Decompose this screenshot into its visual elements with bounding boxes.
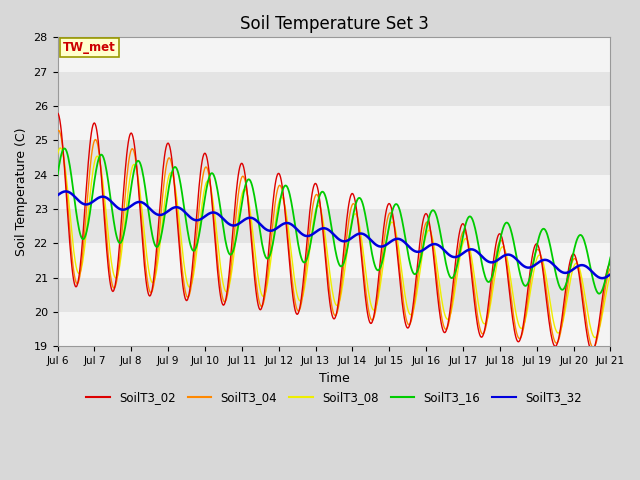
Bar [58,243,611,278]
Bar [58,140,611,175]
Bar [58,312,611,347]
Bar [58,175,611,209]
Legend: SoilT3_02, SoilT3_04, SoilT3_08, SoilT3_16, SoilT3_32: SoilT3_02, SoilT3_04, SoilT3_08, SoilT3_… [81,386,586,408]
Bar [58,209,611,243]
Y-axis label: Soil Temperature (C): Soil Temperature (C) [15,128,28,256]
Bar [58,37,611,72]
Bar [58,278,611,312]
Text: TW_met: TW_met [63,41,116,54]
Bar [58,72,611,106]
X-axis label: Time: Time [319,372,349,384]
Title: Soil Temperature Set 3: Soil Temperature Set 3 [239,15,428,33]
Bar [58,106,611,140]
